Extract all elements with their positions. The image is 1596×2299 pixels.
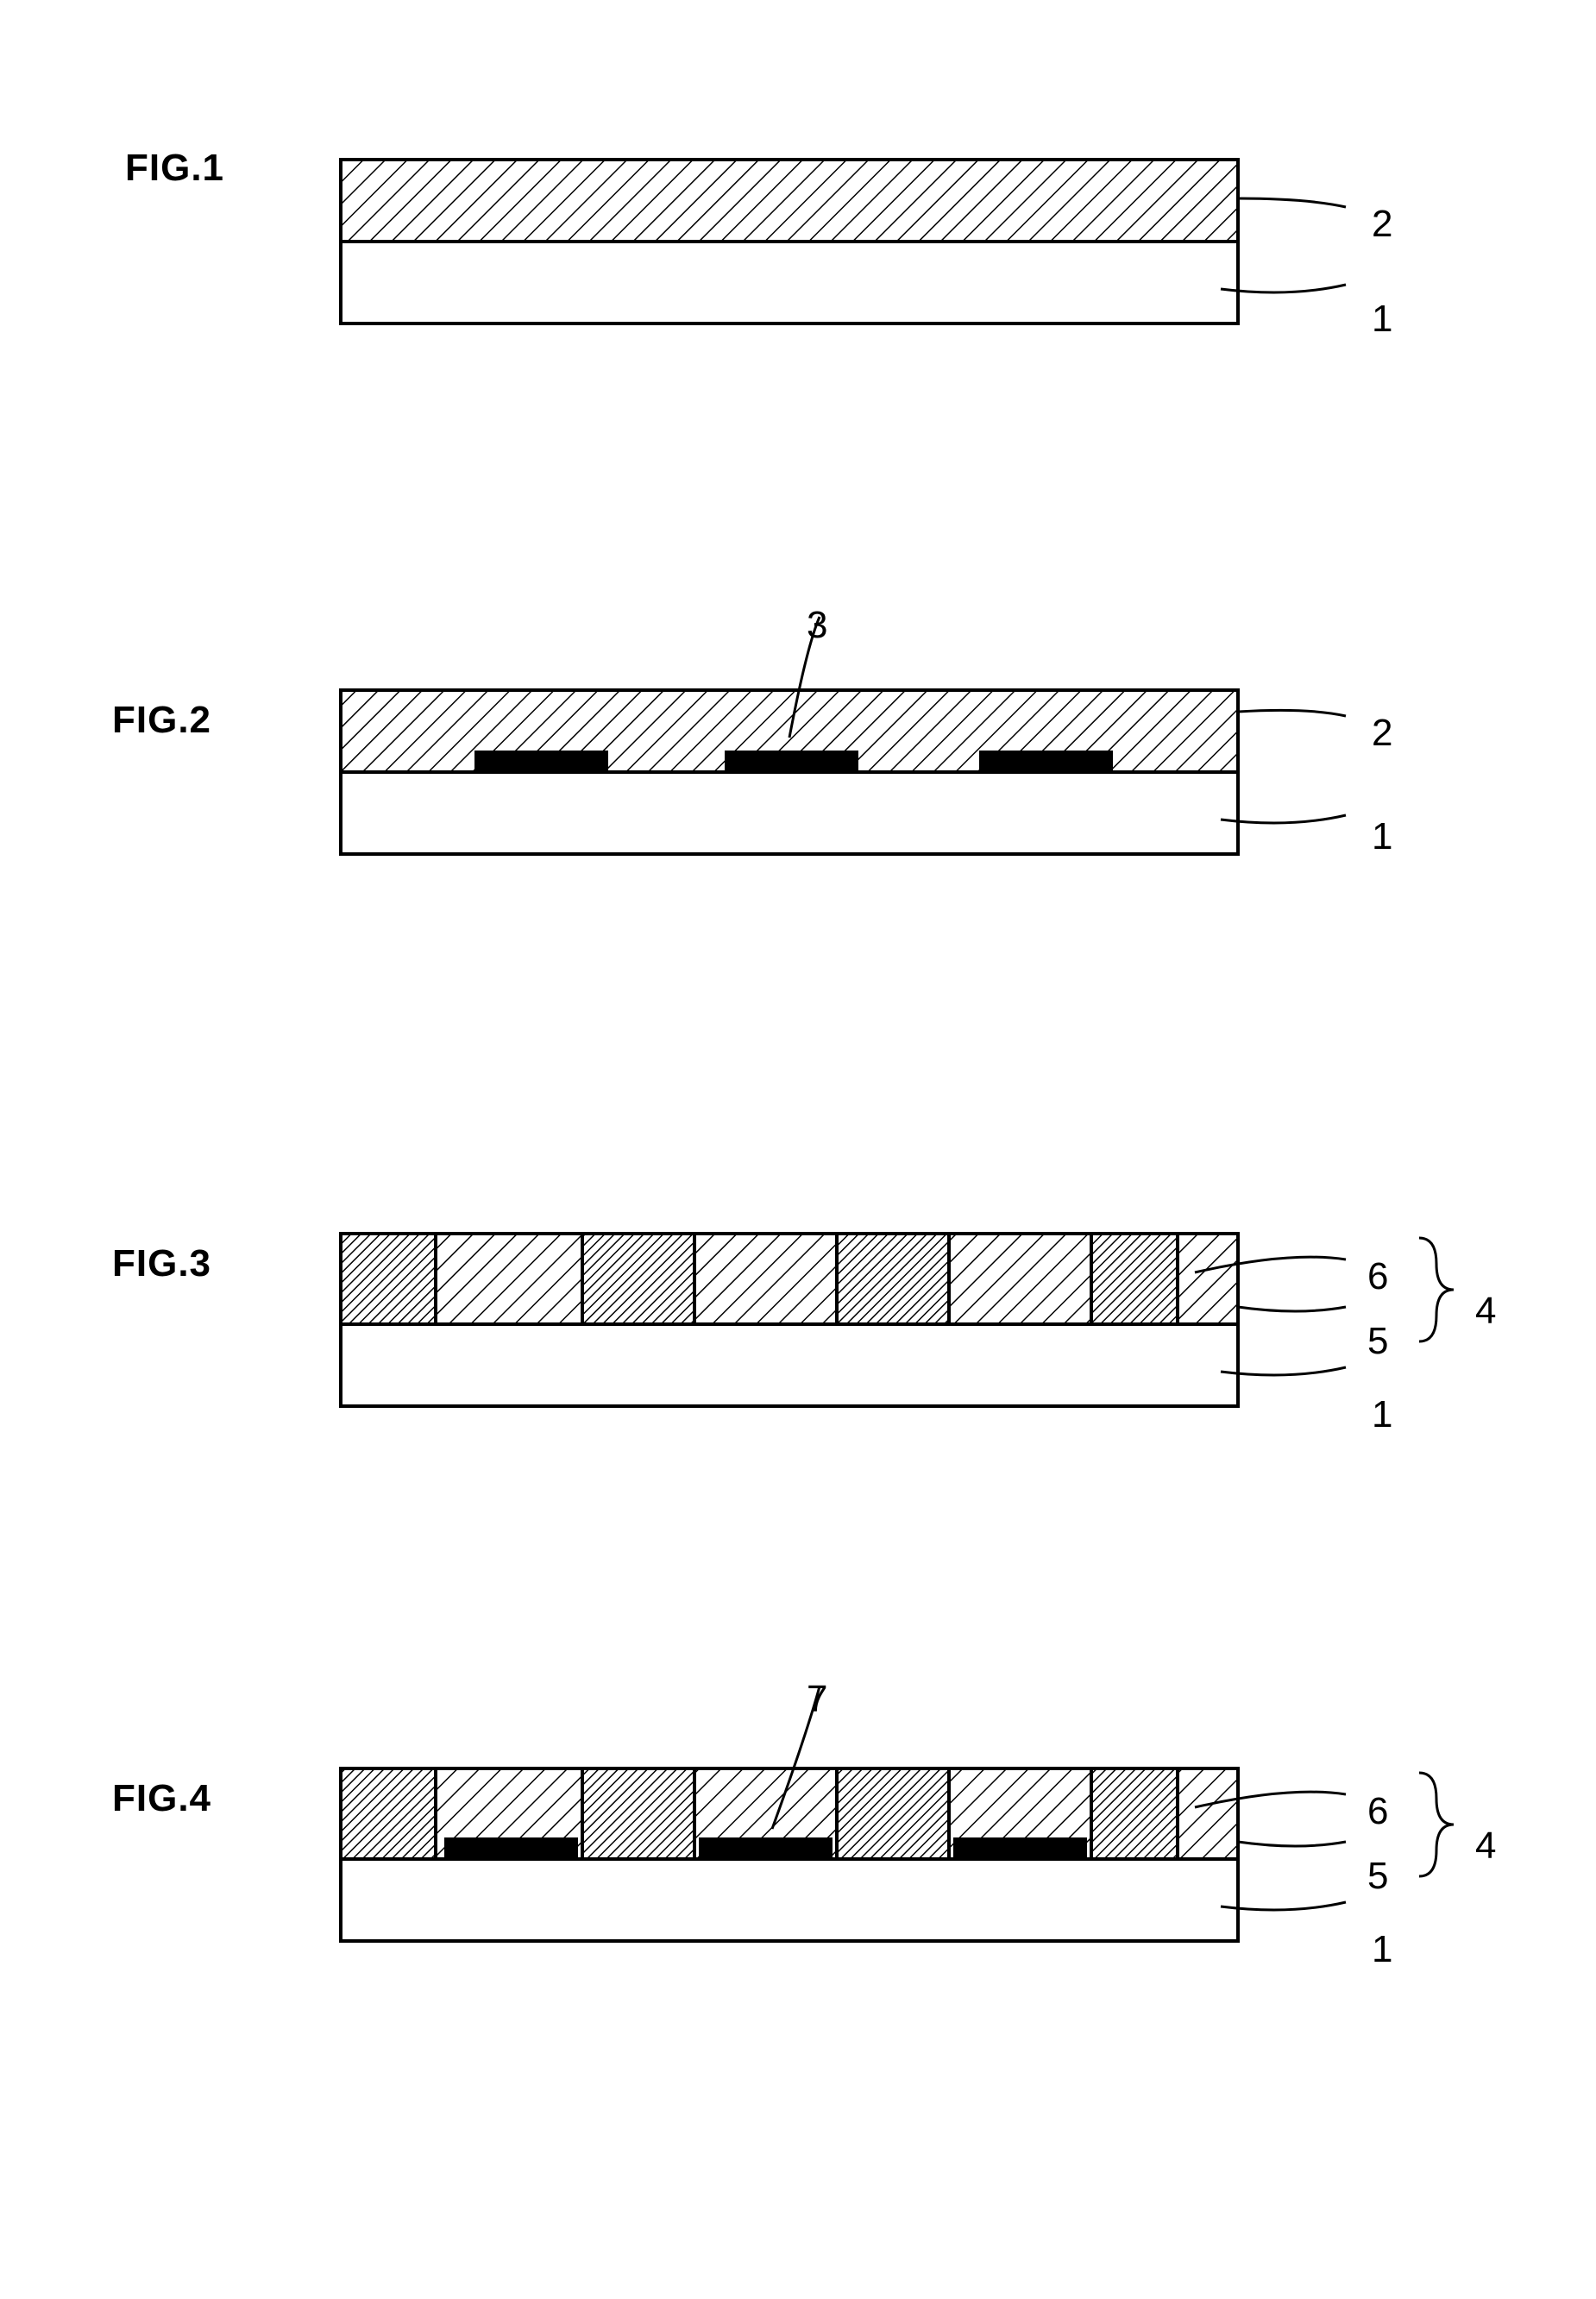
fig3-label-1: 1 [1372, 1393, 1392, 1436]
fig4-label-6: 6 [1367, 1790, 1388, 1833]
fig2-title: FIG.2 [112, 699, 211, 742]
fig3-label-6: 6 [1367, 1255, 1388, 1298]
segment-5 [949, 1234, 1091, 1324]
segment-4 [837, 1234, 949, 1324]
segment-6 [1091, 1234, 1178, 1324]
brace-label-4: 4 [1475, 1825, 1496, 1868]
segment-6 [1091, 1768, 1178, 1859]
brace-label-4: 4 [1475, 1290, 1496, 1333]
fig4-label-1: 1 [1372, 1928, 1392, 1971]
fig1-diagram [341, 160, 1411, 384]
lead-line [1238, 710, 1346, 716]
fig3-title: FIG.3 [112, 1242, 211, 1285]
fig1-title: FIG.1 [125, 147, 224, 190]
brace [1415, 1756, 1484, 1894]
insert-7 [699, 1837, 833, 1859]
fig4-diagram [341, 1665, 1411, 1993]
layer-1 [341, 1859, 1238, 1941]
fig2-diagram [341, 595, 1411, 906]
lead-line [1238, 1842, 1346, 1846]
segment-2 [582, 1768, 694, 1859]
fig4-label-5: 5 [1367, 1855, 1388, 1898]
insert-7 [444, 1837, 578, 1859]
lead-line [1238, 1307, 1346, 1311]
lead-line [1238, 198, 1346, 207]
brace [1415, 1221, 1484, 1359]
segment-0 [341, 1234, 436, 1324]
insert-3 [474, 751, 608, 772]
segment-7 [1178, 1234, 1238, 1324]
fig3-diagram [341, 1234, 1411, 1458]
layer-2 [341, 160, 1238, 242]
segment-3 [694, 1234, 837, 1324]
fig1-label-1: 1 [1372, 298, 1392, 341]
segment-2 [582, 1234, 694, 1324]
fig2-label-1: 1 [1372, 815, 1392, 858]
fig2-label-2: 2 [1372, 712, 1392, 755]
layer-1 [341, 242, 1238, 323]
insert-3 [979, 751, 1113, 772]
fig3-label-5: 5 [1367, 1320, 1388, 1363]
fig4-top-label: 7 [807, 1678, 827, 1721]
segment-7 [1178, 1768, 1238, 1859]
segment-4 [837, 1768, 949, 1859]
layer-1 [341, 1324, 1238, 1406]
layer-1 [341, 772, 1238, 854]
fig2-top-label: 3 [807, 604, 827, 647]
fig1-label-2: 2 [1372, 203, 1392, 246]
insert-7 [953, 1837, 1087, 1859]
insert-3 [725, 751, 858, 772]
fig4-title: FIG.4 [112, 1777, 211, 1820]
segment-0 [341, 1768, 436, 1859]
segment-1 [436, 1234, 582, 1324]
